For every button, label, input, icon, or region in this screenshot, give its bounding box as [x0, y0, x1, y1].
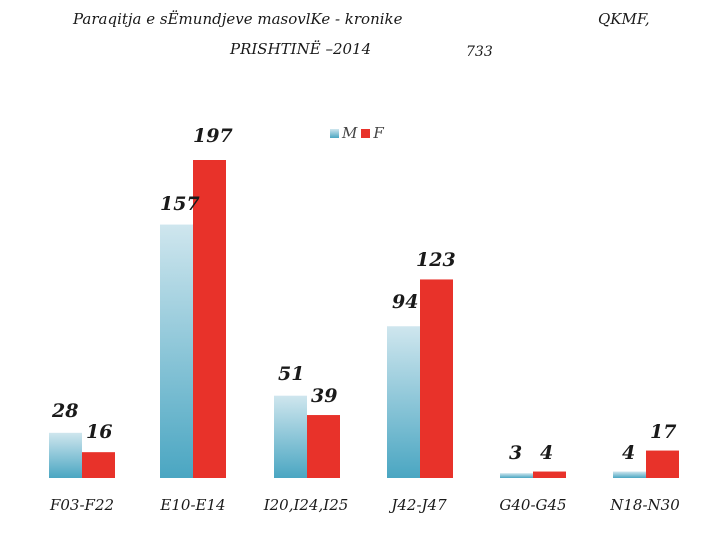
legend-swatch-m [330, 128, 339, 138]
data-label-f-0: 16 [86, 421, 112, 443]
data-label-f-2: 39 [311, 385, 337, 407]
bar-m-3 [387, 326, 420, 478]
bar-f-5 [646, 450, 679, 478]
category-label-0: F03-F22 [49, 496, 114, 514]
category-label-5: N18-N30 [609, 496, 680, 514]
legend: M F [330, 124, 384, 142]
data-label-m-5: 4 [622, 442, 635, 464]
legend-label-m: M [342, 124, 358, 142]
data-label-m-4: 3 [509, 442, 522, 464]
data-label-f-1: 197 [193, 125, 233, 147]
data-label-m-2: 51 [278, 363, 304, 385]
category-label-2: I20,I24,I25 [263, 496, 349, 514]
bar-f-3 [420, 279, 453, 478]
chart-title-line-2: PRISHTINË –2014 [230, 40, 372, 58]
bar-m-2 [274, 395, 307, 478]
data-label-f-5: 17 [650, 421, 676, 443]
labels-layer: 28 16 F03-F22 157 197 E10-E14 51 39 I20,I24,I25 9… [49, 125, 680, 514]
category-label-3: J42-J47 [388, 496, 447, 514]
data-label-f-3: 123 [416, 249, 456, 271]
category-label-4: G40-G45 [499, 496, 566, 514]
data-label-m-3: 94 [392, 291, 418, 313]
category-label-1: E10-E14 [159, 496, 225, 514]
bar-m-0 [49, 432, 82, 478]
legend-label-f: F [373, 124, 384, 142]
bar-m-1 [160, 224, 193, 478]
data-label-m-1: 157 [160, 193, 200, 215]
bar-f-4 [533, 471, 566, 478]
bar-f-2 [307, 415, 340, 478]
bar-f-0 [82, 452, 115, 478]
header-right-label: QKMF, [598, 10, 650, 28]
chart-title-line-1: Paraqitja e sËmundjeve masovlKe - kronik… [73, 10, 403, 28]
bar-m-5 [613, 471, 646, 478]
bar-m-4 [500, 473, 533, 478]
bars-layer [49, 160, 679, 478]
total-value: 733 [466, 44, 493, 60]
legend-item-f: F [361, 124, 384, 142]
bar-f-1 [193, 160, 226, 478]
data-label-m-0: 28 [51, 400, 78, 422]
data-label-f-4: 4 [540, 442, 553, 464]
legend-swatch-f [361, 128, 371, 138]
legend-item-m: M [330, 124, 357, 142]
